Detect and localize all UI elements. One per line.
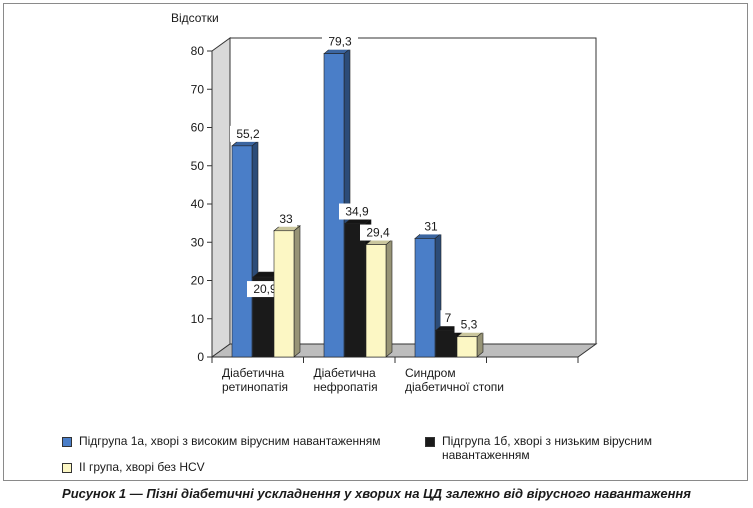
data-label-box [275,210,297,227]
y-tick-label: 0 [197,350,204,364]
bar-chart: 01020304050607080ВідсоткиДіабетичнаретин… [171,11,598,394]
x-category-label: ретинопатія [222,380,288,394]
y-tick-label: 40 [191,197,205,211]
bar-side [293,225,301,358]
y-tick-label: 80 [191,44,205,58]
bar-side [385,238,393,358]
figure-caption: Рисунок 1 — Пізні діабетичні ускладнення… [62,486,691,501]
legend-item-series-1: Підгрупа 1а, хворі з високим вірусним на… [62,434,412,448]
data-label: 79,3 [328,35,352,49]
legend-swatch-series-1 [62,437,72,447]
chart-side-wall [211,37,231,358]
legend: Підгрупа 1а, хворі з високим вірусним на… [62,430,702,478]
bar [365,244,387,358]
bar [273,230,295,358]
bar [231,145,253,358]
data-label-box [360,224,396,241]
bar [435,329,457,358]
y-axis-label: Відсотки [171,11,219,25]
y-tick-label: 20 [191,274,205,288]
bar [344,223,366,358]
legend-label-series-2: Підгрупа 1б, хворі з низьким вірусним на… [442,434,652,462]
data-label-box [339,203,375,220]
x-category-label: Діабетична [222,366,285,380]
y-tick-label: 50 [191,159,205,173]
bar [456,336,478,358]
data-label: 33 [279,212,293,226]
data-label: 34,9 [345,205,369,219]
data-label-box [454,316,484,333]
x-category-label: Синдром [405,366,456,380]
legend-label-series-1: Підгрупа 1а, хворі з високим вірусним на… [79,434,381,448]
chart-frame [3,3,748,481]
data-label-box [440,310,456,327]
data-label-box [322,33,358,50]
bar [414,238,436,358]
x-category-label: Діабетична [314,366,377,380]
y-tick-label: 30 [191,235,205,249]
y-tick-label: 60 [191,121,205,135]
x-category-label: нефропатія [314,380,378,394]
legend-label-series-3: II група, хворі без HCV [79,460,205,474]
x-category-label: діабетичної стопи [405,380,504,394]
data-label: 29,4 [366,226,390,240]
legend-item-series-2: Підгрупа 1б, хворі з низьким вірусним на… [425,434,675,462]
data-label: 7 [445,311,452,325]
data-label: 20,9 [253,282,277,296]
legend-swatch-series-3 [62,463,72,473]
data-label: 55,2 [236,127,260,141]
data-label: 31 [424,219,438,233]
legend-swatch-series-2 [425,437,435,447]
data-label: 5,3 [461,318,478,332]
data-label-box [230,125,266,142]
y-tick-label: 10 [191,312,205,326]
data-label-box [420,218,442,235]
legend-item-series-3: II група, хворі без HCV [62,460,412,474]
y-tick-label: 70 [191,82,205,96]
